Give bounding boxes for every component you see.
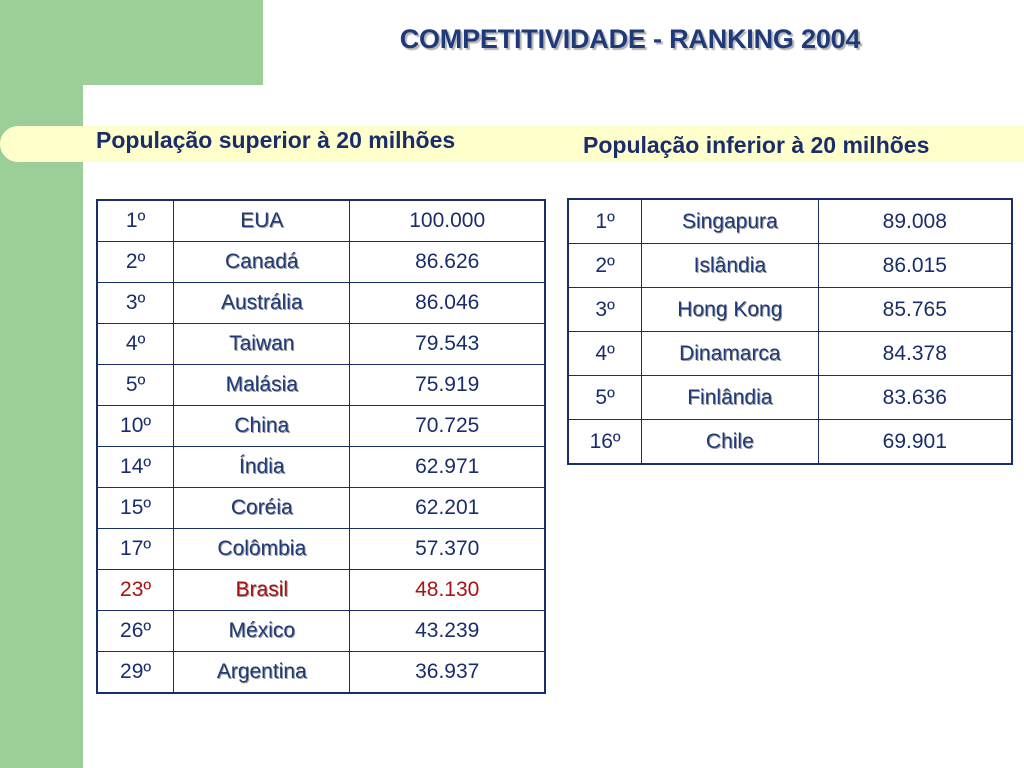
country-cell: China xyxy=(173,405,351,447)
table-row: 15º Coréia 62.201 xyxy=(96,487,546,529)
table-row: 5º Malásia 75.919 xyxy=(96,364,546,406)
table-row: 4º Taiwan 79.543 xyxy=(96,323,546,365)
rank-cell: 5º xyxy=(567,375,643,420)
score-cell: 85.765 xyxy=(817,287,1013,332)
table-row: 16º Chile 69.901 xyxy=(567,419,1013,465)
rank-cell: 4º xyxy=(567,331,643,376)
rank-cell: 17º xyxy=(96,528,175,570)
score-cell: 79.543 xyxy=(349,323,546,365)
score-cell: 57.370 xyxy=(349,528,546,570)
score-cell: 89.008 xyxy=(817,198,1013,244)
green-top-block xyxy=(0,0,263,85)
rank-cell: 15º xyxy=(96,487,175,529)
subtitle-band xyxy=(0,126,1024,162)
score-cell: 48.130 xyxy=(349,569,546,611)
country-cell: Colômbia xyxy=(173,528,351,570)
table-row: 2º Islândia 86.015 xyxy=(567,243,1013,288)
country-cell: Brasil xyxy=(173,569,351,611)
score-cell: 86.046 xyxy=(349,282,546,324)
country-cell: Argentina xyxy=(173,651,351,694)
table-row: 14º Índia 62.971 xyxy=(96,446,546,488)
table-row: 2º Canadá 86.626 xyxy=(96,241,546,283)
rank-cell: 3º xyxy=(96,282,175,324)
rank-cell: 23º xyxy=(96,569,175,611)
right-section-heading: População inferior à 20 milhões xyxy=(583,132,930,158)
score-cell: 70.725 xyxy=(349,405,546,447)
rank-cell: 10º xyxy=(96,405,175,447)
country-cell: Chile xyxy=(641,419,819,465)
table-row: 10º China 70.725 xyxy=(96,405,546,447)
table-row: 3º Hong Kong 85.765 xyxy=(567,287,1013,332)
score-cell: 43.239 xyxy=(349,610,546,652)
country-cell: Singapura xyxy=(641,198,819,244)
country-cell: Dinamarca xyxy=(641,331,819,376)
table-row: 23º Brasil 48.130 xyxy=(96,569,546,611)
rank-cell: 4º xyxy=(96,323,175,365)
rank-cell: 1º xyxy=(96,199,175,242)
country-cell: Canadá xyxy=(173,241,351,283)
rank-cell: 2º xyxy=(96,241,175,283)
country-cell: México xyxy=(173,610,351,652)
table-row: 17º Colômbia 57.370 xyxy=(96,528,546,570)
rank-cell: 1º xyxy=(567,198,643,244)
score-cell: 36.937 xyxy=(349,651,546,694)
green-side-bar xyxy=(0,0,83,768)
rank-cell: 29º xyxy=(96,651,175,694)
left-section-heading: População superior à 20 milhões xyxy=(96,127,456,153)
score-cell: 83.636 xyxy=(817,375,1013,420)
country-cell: Índia xyxy=(173,446,351,488)
country-cell: Coréia xyxy=(173,487,351,529)
table-row: 26º México 43.239 xyxy=(96,610,546,652)
slide-title: COMPETITIVIDADE - RANKING 2004 xyxy=(399,24,861,54)
score-cell: 62.201 xyxy=(349,487,546,529)
ranking-table-body: 1º Singapura 89.008 2º Islândia 86.015 3º Hong … xyxy=(567,198,1013,465)
rank-cell: 26º xyxy=(96,610,175,652)
score-cell: 84.378 xyxy=(817,331,1013,376)
table-row: 29º Argentina 36.937 xyxy=(96,651,546,694)
country-cell: Taiwan xyxy=(173,323,351,365)
score-cell: 86.015 xyxy=(817,243,1013,288)
country-cell: Finlândia xyxy=(641,375,819,420)
country-cell: Islândia xyxy=(641,243,819,288)
table-row: 4º Dinamarca 84.378 xyxy=(567,331,1013,376)
table-row: 3º Austrália 86.046 xyxy=(96,282,546,324)
ranking-table-large-population: 1º EUA 100.000 2º Canadá 86.626 3º Austrália 86.… xyxy=(96,199,546,694)
country-cell: Malásia xyxy=(173,364,351,406)
country-cell: EUA xyxy=(173,199,351,242)
country-cell: Austrália xyxy=(173,282,351,324)
score-cell: 75.919 xyxy=(349,364,546,406)
ranking-table-body: 1º EUA 100.000 2º Canadá 86.626 3º Austrália 86.… xyxy=(96,199,546,694)
ranking-table-small-population: 1º Singapura 89.008 2º Islândia 86.015 3º Hong … xyxy=(567,198,1013,465)
score-cell: 69.901 xyxy=(817,419,1013,465)
table-row: 1º EUA 100.000 xyxy=(96,199,546,242)
country-cell: Hong Kong xyxy=(641,287,819,332)
rank-cell: 14º xyxy=(96,446,175,488)
rank-cell: 5º xyxy=(96,364,175,406)
rank-cell: 16º xyxy=(567,419,643,465)
table-row: 1º Singapura 89.008 xyxy=(567,198,1013,244)
rank-cell: 2º xyxy=(567,243,643,288)
score-cell: 86.626 xyxy=(349,241,546,283)
table-row: 5º Finlândia 83.636 xyxy=(567,375,1013,420)
rank-cell: 3º xyxy=(567,287,643,332)
score-cell: 100.000 xyxy=(349,199,546,242)
score-cell: 62.971 xyxy=(349,446,546,488)
